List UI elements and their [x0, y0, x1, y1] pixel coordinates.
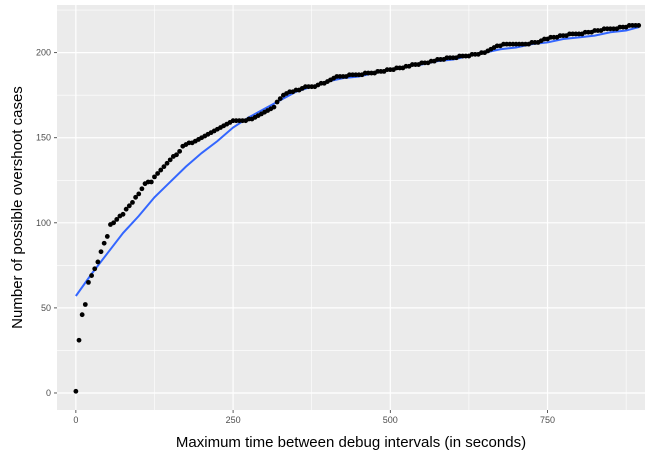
x-axis-title: Maximum time between debug intervals (in…: [176, 434, 526, 451]
data-point: [123, 206, 129, 212]
data-point: [152, 174, 157, 180]
data-point: [148, 179, 154, 185]
major-gridlines: [57, 5, 645, 410]
y-tick-label: 50: [41, 303, 51, 313]
y-tick-label: 200: [36, 48, 51, 58]
y-axis-title: Number of possible overshoot cases: [9, 86, 26, 329]
data-point: [101, 240, 107, 246]
data-point: [158, 167, 164, 173]
data-point: [271, 104, 277, 110]
x-tick-label: 750: [540, 415, 555, 425]
data-point: [161, 164, 167, 170]
y-tick-label: 0: [46, 388, 51, 398]
x-tick-labels: 0 250 500 750: [73, 415, 555, 425]
data-point: [139, 186, 145, 192]
data-point: [155, 171, 161, 176]
data-point: [126, 203, 132, 209]
data-point: [133, 194, 139, 200]
x-tick-label: 250: [226, 415, 241, 425]
data-point: [274, 99, 280, 105]
data-point: [636, 23, 642, 28]
y-tick-label: 100: [36, 218, 51, 228]
data-point: [136, 191, 142, 197]
data-point: [89, 273, 94, 278]
data-point: [120, 211, 126, 217]
data-point: [73, 388, 79, 394]
data-point: [277, 96, 283, 101]
x-tick-label: 0: [73, 415, 78, 425]
data-point: [82, 302, 88, 307]
y-tick-label: 150: [36, 133, 51, 143]
points-layer: [73, 23, 642, 394]
data-point: [164, 160, 170, 166]
x-tick-label: 500: [383, 415, 398, 425]
data-point: [114, 217, 120, 222]
data-point: [167, 157, 173, 163]
data-point: [92, 266, 98, 272]
data-point: [98, 249, 104, 255]
data-point: [104, 234, 110, 239]
data-point: [130, 199, 135, 205]
data-point: [86, 279, 91, 285]
data-point: [95, 259, 101, 265]
y-tick-labels: 0 50 100 150 200: [36, 48, 51, 398]
data-point: [177, 148, 183, 154]
data-point: [174, 152, 179, 158]
axis-ticks: [54, 52, 548, 413]
data-point: [76, 337, 82, 343]
data-point: [111, 220, 116, 226]
data-point: [79, 312, 85, 318]
